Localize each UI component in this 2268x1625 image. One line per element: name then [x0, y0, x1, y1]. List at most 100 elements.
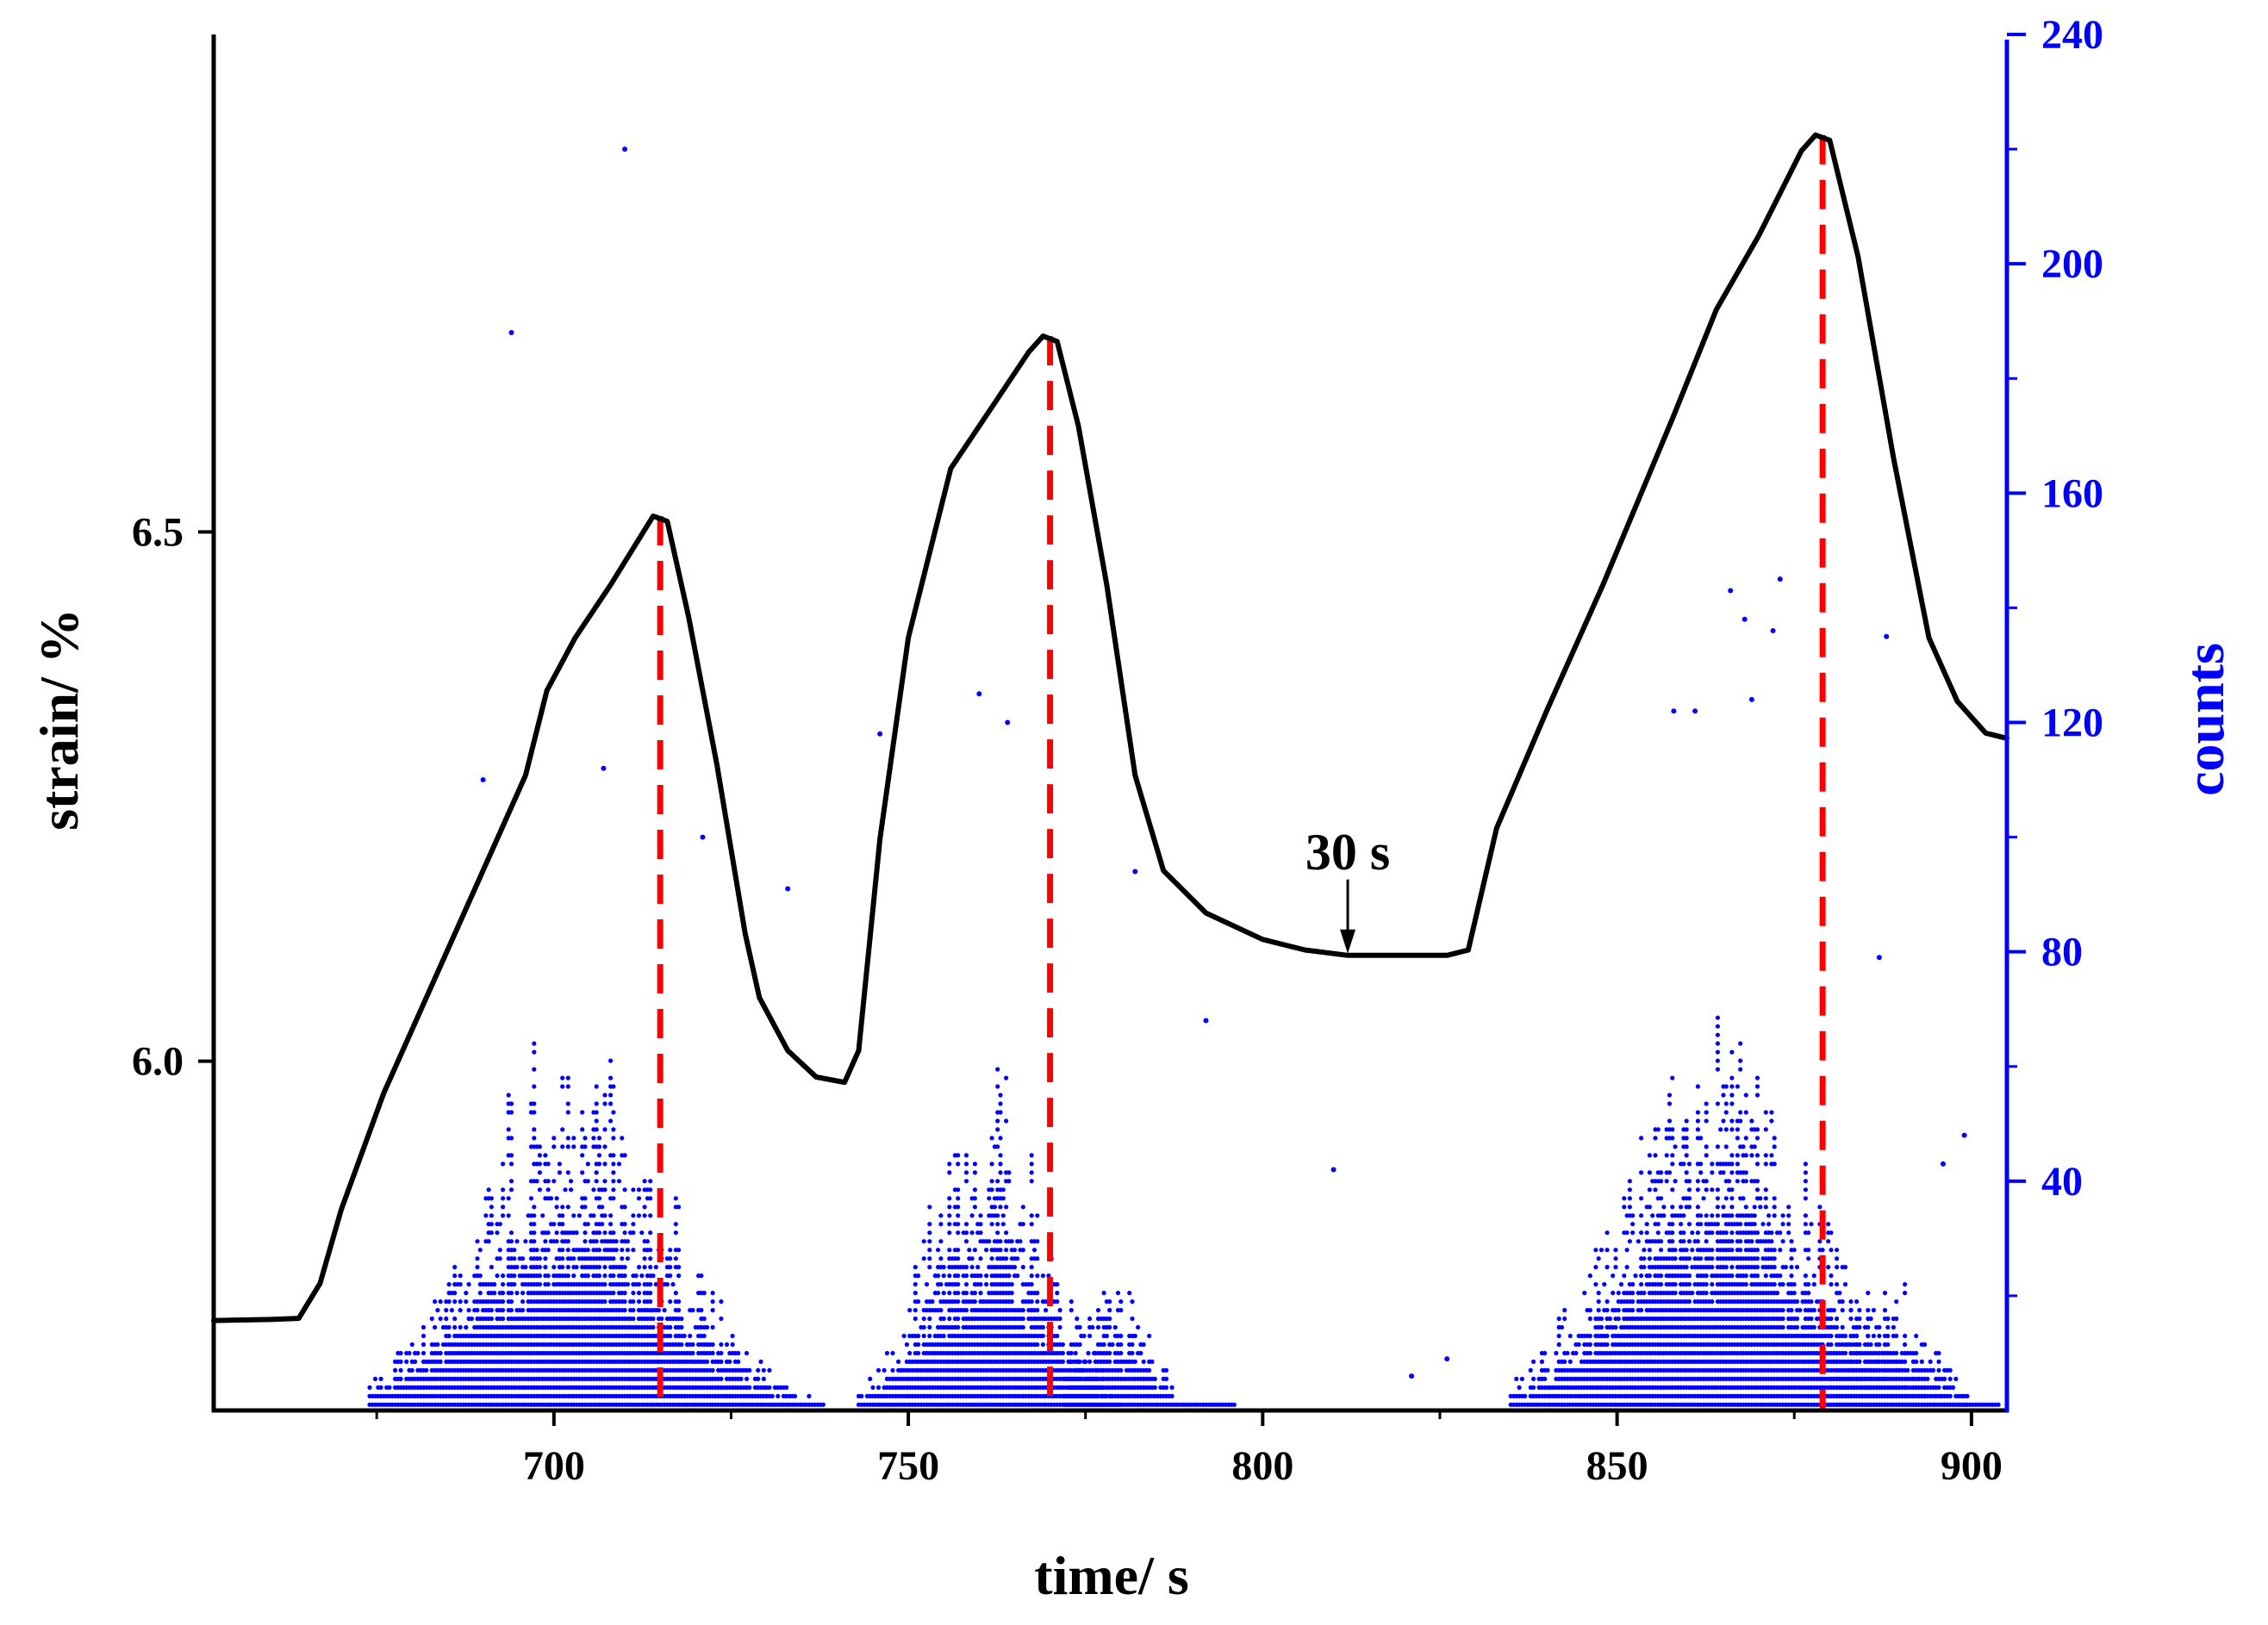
counts-point: [636, 1282, 642, 1287]
counts-point: [1647, 1205, 1652, 1210]
counts-point: [963, 1170, 969, 1175]
counts-point: [501, 1196, 506, 1201]
counts-point: [1754, 1273, 1760, 1279]
counts-point: [1035, 1291, 1040, 1296]
counts-point: [378, 1376, 383, 1381]
counts-point: [565, 1084, 570, 1089]
counts-point: [1723, 1196, 1729, 1201]
counts-point: [489, 1222, 495, 1227]
counts-point: [972, 1299, 977, 1304]
counts-point: [1710, 1170, 1715, 1175]
counts-point: [452, 1324, 458, 1330]
counts-point: [545, 1230, 551, 1236]
counts-point: [1545, 1367, 1550, 1373]
counts-point: [1081, 1359, 1087, 1364]
counts-point: [1130, 1350, 1135, 1356]
counts-point: [668, 1324, 673, 1330]
counts-point: [620, 1248, 625, 1253]
counts-point: [1763, 1161, 1768, 1167]
counts-point: [1743, 1093, 1748, 1098]
counts-point: [421, 1333, 427, 1339]
counts-point: [1642, 1265, 1647, 1270]
counts-point: [571, 1273, 576, 1279]
counts-point: [560, 1248, 565, 1253]
counts-point: [1115, 1291, 1121, 1296]
counts-point: [927, 1324, 932, 1330]
counts-point: [608, 1093, 614, 1098]
counts-point: [565, 1075, 570, 1080]
counts-point: [1667, 1170, 1673, 1175]
counts-point: [1029, 1222, 1034, 1227]
counts-point: [642, 1205, 647, 1210]
counts-point: [648, 1187, 653, 1192]
counts-point: [1698, 1256, 1704, 1261]
counts-point: [514, 1265, 520, 1270]
counts-point: [1616, 1316, 1621, 1322]
counts-point: [545, 1273, 551, 1279]
counts-point: [545, 1179, 551, 1184]
counts-point: [1698, 1136, 1704, 1141]
counts-point: [1040, 1273, 1045, 1279]
counts-point: [602, 1179, 608, 1184]
counts-point: [1163, 1376, 1169, 1381]
counts-point: [744, 1376, 750, 1381]
counts-point: [679, 1324, 684, 1330]
counts-point: [583, 1196, 588, 1201]
counts-point: [659, 1316, 664, 1322]
counts-point: [916, 1350, 921, 1356]
counts-point: [501, 1161, 506, 1167]
counts-point: [611, 1273, 616, 1279]
counts-point: [1735, 1136, 1740, 1141]
counts-point: [1754, 1093, 1760, 1098]
counts-point: [1741, 1196, 1746, 1201]
counts-point: [1653, 1187, 1658, 1192]
counts-point: [596, 1265, 602, 1270]
counts-point: [648, 1248, 653, 1253]
counts-point: [998, 1239, 1003, 1244]
counts-point: [1786, 1205, 1791, 1210]
counts-point: [1000, 1187, 1006, 1192]
counts-point: [594, 1179, 599, 1184]
counts-point: [1786, 1230, 1791, 1236]
counts-point: [594, 1170, 599, 1175]
counts-point: [398, 1367, 403, 1373]
counts-point: [602, 1101, 608, 1106]
counts-point: [1727, 1179, 1732, 1184]
counts-point: [1118, 1333, 1124, 1339]
counts-point: [1686, 1187, 1692, 1192]
counts-point: [1604, 1333, 1610, 1339]
counts-point: [435, 1342, 440, 1348]
counts-point: [1020, 1324, 1025, 1330]
counts-point: [1562, 1359, 1567, 1364]
counts-point: [927, 1222, 932, 1227]
counts-point: [747, 1385, 752, 1390]
counts-point: [508, 1239, 514, 1244]
counts-point: [1622, 1273, 1627, 1279]
counts-point: [738, 1376, 744, 1381]
counts-point: [565, 1265, 570, 1270]
counts-point: [602, 1213, 608, 1218]
counts-point: [701, 1316, 707, 1322]
counts-point: [770, 1393, 775, 1398]
counts-point: [868, 1376, 873, 1381]
counts-point: [1647, 1170, 1652, 1175]
counts-point: [936, 1273, 941, 1279]
counts-point: [956, 1161, 961, 1167]
counts-point: [656, 1308, 662, 1313]
counts-point: [611, 1127, 616, 1132]
counts-point: [1704, 1153, 1709, 1158]
counts-point: [1127, 1291, 1132, 1296]
counts-point: [424, 1367, 429, 1373]
counts-point: [1593, 1282, 1598, 1287]
counts-point: [532, 1213, 537, 1218]
counts-point: [963, 1222, 969, 1227]
counts-point: [1630, 1222, 1636, 1227]
counts-point: [1723, 1110, 1729, 1115]
counts-point: [1604, 1265, 1610, 1270]
counts-point: [1718, 1127, 1723, 1132]
counts-point: [972, 1291, 977, 1296]
counts-point: [1729, 1049, 1735, 1055]
counts-point: [710, 1350, 715, 1356]
counts-point: [1073, 1350, 1078, 1356]
counts-point: [596, 1273, 602, 1279]
